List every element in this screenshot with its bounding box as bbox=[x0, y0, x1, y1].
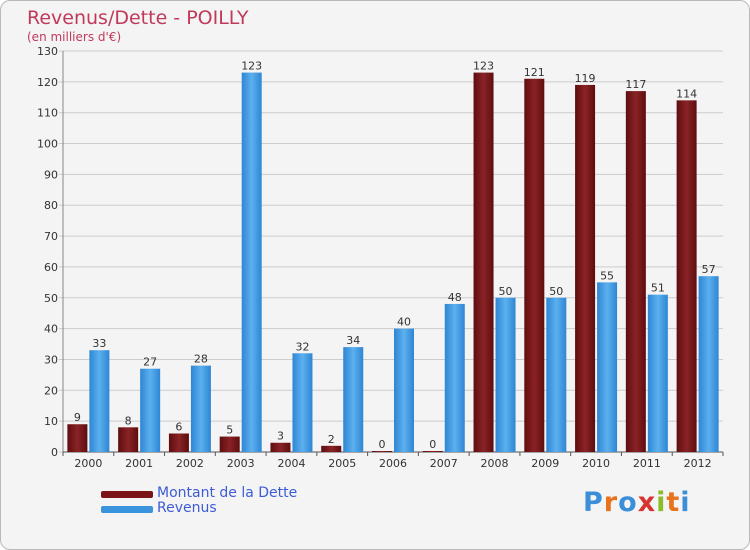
data-label-revenus: 33 bbox=[92, 337, 106, 350]
data-label-revenus: 50 bbox=[499, 285, 513, 298]
bar-dette bbox=[118, 427, 139, 452]
data-label-revenus: 34 bbox=[346, 334, 360, 347]
y-tick-label: 40 bbox=[44, 323, 58, 336]
data-label-dette: 6 bbox=[175, 420, 182, 433]
x-tick-label: 2008 bbox=[481, 457, 509, 470]
x-tick-label: 2003 bbox=[227, 457, 255, 470]
plot-area bbox=[63, 51, 723, 452]
y-tick-label: 30 bbox=[44, 353, 58, 366]
logo-letter: i bbox=[680, 487, 691, 518]
y-tick-label: 130 bbox=[37, 45, 58, 58]
bar-dette bbox=[473, 72, 494, 452]
y-tick-label: 20 bbox=[44, 384, 58, 397]
data-label-dette: 3 bbox=[277, 430, 284, 443]
bar-revenus bbox=[140, 368, 161, 452]
bar-dette bbox=[321, 445, 342, 452]
bar-dette bbox=[67, 424, 88, 452]
logo-letter: i bbox=[656, 487, 667, 518]
y-tick-label: 80 bbox=[44, 199, 58, 212]
bar-dette bbox=[422, 451, 443, 452]
y-tick-label: 50 bbox=[44, 292, 58, 305]
data-label-dette: 123 bbox=[473, 60, 494, 73]
bar-dette bbox=[270, 442, 291, 452]
y-tick-label: 100 bbox=[37, 138, 58, 151]
y-tick-label: 60 bbox=[44, 261, 58, 274]
data-label-revenus: 123 bbox=[241, 60, 262, 73]
y-tick-label: 10 bbox=[44, 415, 58, 428]
x-tick-label: 2006 bbox=[379, 457, 407, 470]
chart-subtitle: (en milliers d'€) bbox=[27, 30, 122, 44]
bar-dette bbox=[625, 91, 646, 452]
chart-title: Revenus/Dette - POILLY bbox=[27, 7, 249, 29]
data-label-revenus: 28 bbox=[194, 353, 208, 366]
data-label-revenus: 27 bbox=[143, 356, 157, 369]
x-tick-label: 2004 bbox=[277, 457, 305, 470]
data-label-dette: 8 bbox=[125, 414, 132, 427]
data-label-dette: 119 bbox=[575, 72, 596, 85]
data-label-dette: 0 bbox=[379, 438, 386, 451]
data-label-revenus: 51 bbox=[651, 282, 665, 295]
bar-revenus bbox=[292, 353, 313, 452]
logo-letter: r bbox=[603, 487, 619, 518]
y-tick-label: 90 bbox=[44, 168, 58, 181]
bar-revenus bbox=[241, 72, 262, 452]
y-tick-label: 120 bbox=[37, 76, 58, 89]
logo-letter: o bbox=[618, 487, 638, 518]
bar-revenus bbox=[444, 303, 465, 452]
bar-revenus bbox=[546, 297, 567, 452]
data-label-revenus: 55 bbox=[600, 269, 614, 282]
bar-dette bbox=[575, 84, 596, 452]
data-label-dette: 117 bbox=[625, 78, 646, 91]
x-tick-label: 2012 bbox=[684, 457, 712, 470]
bar-dette bbox=[168, 433, 189, 452]
x-tick-label: 2002 bbox=[176, 457, 204, 470]
legend-label-revenus: Revenus bbox=[157, 500, 217, 516]
bar-dette bbox=[219, 436, 240, 452]
data-label-dette: 5 bbox=[226, 424, 233, 437]
data-label-revenus: 50 bbox=[549, 285, 563, 298]
data-label-dette: 114 bbox=[676, 87, 697, 100]
x-tick-label: 2005 bbox=[328, 457, 356, 470]
data-label-revenus: 40 bbox=[397, 316, 411, 329]
bar-dette bbox=[372, 451, 392, 452]
bar-revenus bbox=[190, 365, 211, 452]
logo-letter: t bbox=[666, 487, 681, 518]
bar-dette bbox=[676, 100, 697, 452]
y-tick-label: 70 bbox=[44, 230, 58, 243]
bar-revenus bbox=[343, 347, 364, 452]
legend-swatch-dette bbox=[101, 491, 153, 498]
legend-swatch-revenus bbox=[101, 506, 153, 513]
y-tick-label: 110 bbox=[37, 107, 58, 120]
x-tick-label: 2000 bbox=[74, 457, 102, 470]
logo-letter: P bbox=[583, 487, 604, 518]
bar-revenus bbox=[89, 350, 110, 452]
proxiti-logo: Proxiti bbox=[583, 487, 691, 518]
bar-revenus bbox=[597, 282, 618, 452]
x-tick-label: 2009 bbox=[531, 457, 559, 470]
bar-revenus bbox=[647, 294, 668, 452]
data-label-dette: 9 bbox=[74, 411, 81, 424]
legend-label-dette: Montant de la Dette bbox=[157, 485, 298, 501]
x-tick-label: 2001 bbox=[125, 457, 153, 470]
y-tick-label: 0 bbox=[51, 446, 58, 459]
x-tick-label: 2010 bbox=[582, 457, 610, 470]
logo-letter: x bbox=[637, 487, 657, 518]
x-tick-label: 2011 bbox=[633, 457, 661, 470]
bar-revenus bbox=[394, 328, 414, 452]
data-label-dette: 121 bbox=[524, 66, 545, 79]
data-label-revenus: 57 bbox=[702, 263, 716, 276]
data-label-dette: 2 bbox=[328, 433, 335, 446]
x-tick-label: 2007 bbox=[430, 457, 458, 470]
bar-dette bbox=[524, 78, 545, 452]
bar-revenus bbox=[495, 297, 516, 452]
data-label-dette: 0 bbox=[429, 438, 436, 451]
data-label-revenus: 48 bbox=[448, 291, 462, 304]
data-label-revenus: 32 bbox=[295, 340, 309, 353]
bar-revenus bbox=[698, 276, 719, 452]
